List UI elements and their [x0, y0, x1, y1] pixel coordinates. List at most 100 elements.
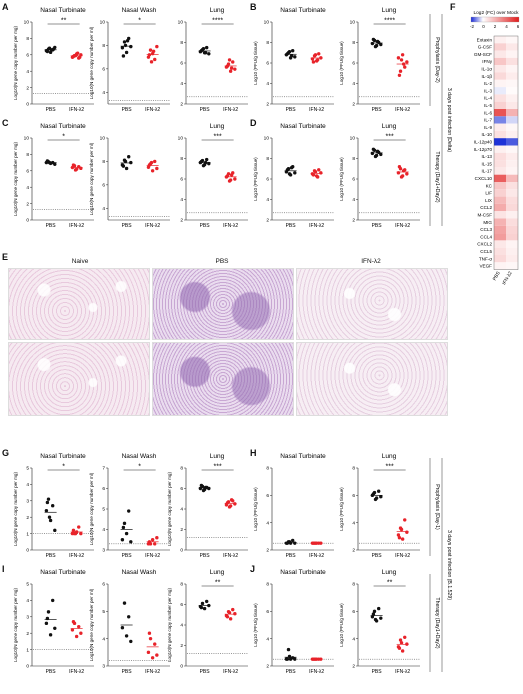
y-axis-label: Log10(N gene copy number per mg) [13, 142, 18, 217]
chart-H2: Lung Log10 (PFU/g tissue) 2 4 6 8 PBS IFN-λ2 *** [339, 453, 420, 559]
y-tick-label: 8 [180, 40, 183, 46]
data-point [228, 69, 233, 73]
data-point [317, 168, 321, 172]
data-point [123, 43, 128, 48]
data-point [293, 541, 297, 545]
chart-title: Lung [382, 7, 397, 14]
significance-stars: **** [212, 18, 223, 25]
y-tick-label: 4 [266, 81, 269, 87]
data-point [122, 601, 127, 605]
y-tick-label: 2 [180, 643, 183, 649]
heatmap-cell [506, 255, 518, 263]
heatmap-row-label: IL-9 [484, 125, 492, 130]
y-tick-label: 8 [180, 582, 183, 588]
data-point [233, 67, 237, 71]
x-tick-label: IFN-λ2 [395, 223, 410, 229]
panel-letter-i: I [2, 564, 5, 574]
data-point [372, 609, 377, 614]
data-point [287, 172, 292, 176]
heatmap-cell [494, 160, 506, 168]
panel-letter-e: E [2, 252, 9, 262]
significance-stars: *** [386, 134, 394, 141]
y-axis-label: Log10 (PFU/g tissue) [253, 157, 258, 201]
y-tick-label: 6 [266, 609, 269, 615]
heatmap-row-label: G-CSF [478, 45, 492, 50]
heatmap-scale-tick: -2 [470, 24, 474, 29]
x-tick-label: PBS [200, 107, 211, 113]
data-point [398, 69, 403, 73]
data-point [371, 37, 376, 42]
data-point [375, 39, 380, 44]
data-point [370, 151, 375, 156]
heatmap-cell [506, 79, 518, 88]
chart-title: Nasal Turbinate [280, 453, 326, 460]
y-tick-label: 8 [180, 466, 183, 472]
heatmap-cell [494, 196, 506, 204]
heatmap-cell [506, 43, 518, 51]
data-point [121, 164, 126, 168]
data-point [51, 598, 55, 603]
data-point [45, 500, 50, 505]
data-point [122, 40, 127, 44]
heatmap-row-label: IL-12p70 [474, 147, 493, 152]
heatmap-row-label: IL-10 [482, 132, 493, 137]
y-axis-label: Log10(N gene copy number per mg) [13, 26, 18, 101]
data-point [289, 166, 294, 170]
heatmap-row-label: IL-15 [482, 161, 493, 166]
y-tick-label: 4 [180, 623, 183, 629]
y-tick-label: 8 [352, 156, 355, 162]
y-tick-label: 6 [180, 602, 183, 608]
chart-C1: Nasal Turbinate Log10(N gene copy number … [13, 123, 94, 229]
data-point [399, 527, 404, 532]
data-point [148, 636, 153, 641]
x-tick-label: PBS [46, 223, 57, 229]
data-point [123, 159, 128, 164]
data-point [233, 177, 237, 181]
y-tick-label: 8 [102, 159, 105, 165]
heatmap-cell [494, 43, 506, 51]
data-point [46, 610, 51, 614]
y-tick-label: 8 [266, 40, 269, 46]
data-point [79, 166, 83, 171]
data-point [153, 159, 157, 164]
y-tick-label: 6 [26, 169, 29, 175]
chart-I1: Nasal Turbinate Log10(N gene copy number … [13, 569, 94, 675]
y-axis-label: Log10(N gene copy number per ml) [89, 472, 94, 545]
data-point [200, 601, 205, 606]
heatmap-row-label: IL-3 [484, 88, 492, 93]
data-point [225, 501, 230, 505]
y-tick-label: 4 [102, 90, 105, 96]
chart-title: Nasal Wash [122, 569, 157, 576]
heatmap-row-label: IL-4 [484, 96, 492, 101]
heatmap-cell [506, 211, 518, 219]
heatmap-row-label: TNF-α [479, 256, 492, 261]
data-point [45, 49, 50, 54]
heatmap-row-label: IL-1β [481, 74, 492, 79]
histology-ifn-low [296, 268, 448, 340]
heatmap-row-label: CXCL2 [477, 242, 492, 247]
chart-A1: Nasal Turbinate Log10(N gene copy number … [13, 7, 94, 113]
data-point [129, 639, 133, 644]
x-tick-label: PBS [122, 223, 133, 229]
y-tick-label: 6 [180, 61, 183, 67]
heatmap-cell [494, 262, 506, 270]
data-point [155, 166, 159, 171]
panel-letter-c: C [2, 118, 9, 128]
heatmap-row-label: IFNγ [482, 59, 492, 64]
data-point [379, 42, 383, 47]
significance-stars: *** [386, 464, 394, 471]
heatmap-cell [494, 152, 506, 161]
chart-C3: Lung 2 4 6 8 10 PBS IFN-λ2 *** [178, 123, 248, 229]
data-point [52, 47, 56, 51]
chart-title: Lung [210, 123, 225, 130]
data-point [377, 489, 381, 493]
chart-I3: Lung Log10(N gene copy number per mg) 0 2 4 6… [167, 569, 248, 675]
data-point [377, 606, 381, 611]
heatmap-cell [494, 123, 506, 131]
data-point [313, 53, 318, 57]
data-point [120, 46, 125, 50]
data-point [121, 54, 126, 58]
data-point [371, 147, 376, 151]
data-point [291, 49, 295, 53]
data-point [124, 531, 129, 536]
